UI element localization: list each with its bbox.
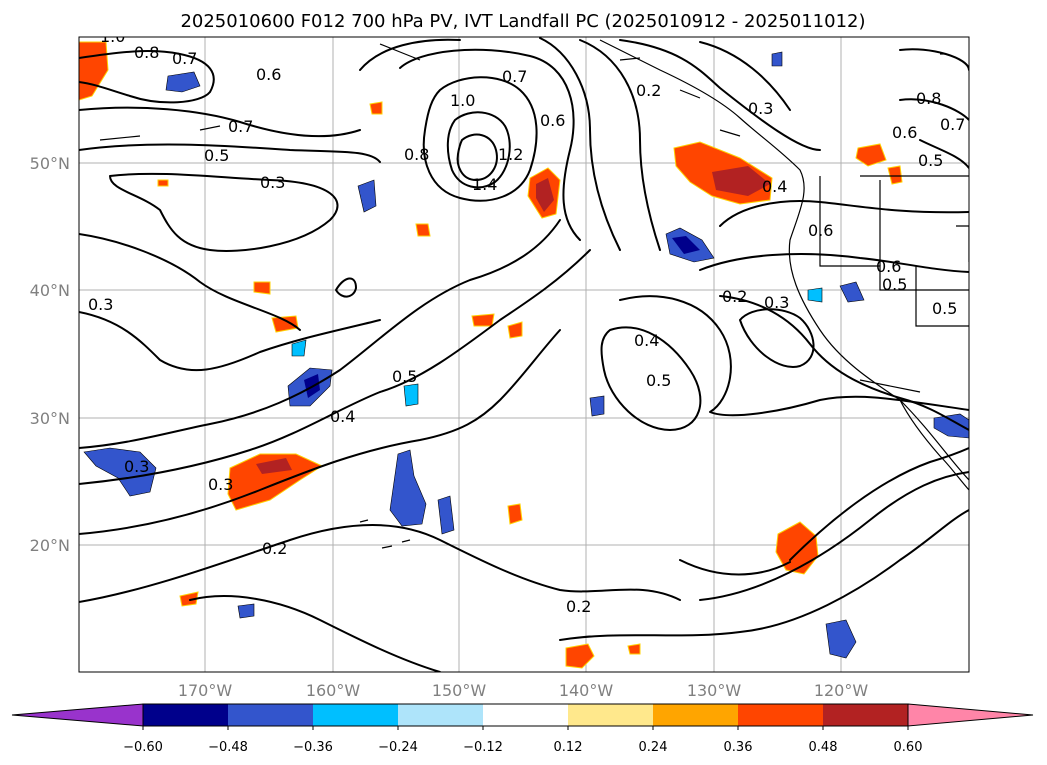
lon-label: 120°W bbox=[814, 681, 869, 700]
lat-label: 40°N bbox=[30, 281, 70, 300]
contour-label: 0.7 bbox=[228, 117, 253, 136]
map-frame bbox=[78, 36, 970, 673]
colorbar-segment bbox=[738, 704, 823, 726]
colorbar-tick-label: −0.60 bbox=[123, 740, 163, 755]
colorbar-tick-label: 0.24 bbox=[639, 740, 668, 755]
longitude-labels: 170°W 160°W 150°W 140°W 130°W 120°W bbox=[178, 681, 869, 700]
lat-label: 50°N bbox=[30, 154, 70, 173]
contour-label: 0.7 bbox=[502, 67, 527, 86]
contour-label: 0.3 bbox=[208, 475, 233, 494]
colorbar-tick-label: −0.24 bbox=[378, 740, 418, 755]
lon-label: 130°W bbox=[687, 681, 742, 700]
contour-label: 0.7 bbox=[172, 49, 197, 68]
colorbar-segment bbox=[483, 704, 568, 726]
colorbar: −0.60 −0.48 −0.36 −0.24 −0.12 0.12 0.24 0.36 0.4… bbox=[11, 703, 1034, 755]
colorbar-extend-high bbox=[907, 703, 1034, 727]
lat-label: 30°N bbox=[30, 409, 70, 428]
lon-label: 160°W bbox=[306, 681, 361, 700]
colorbar-extend-low bbox=[11, 703, 144, 727]
contour-label: 0.4 bbox=[762, 177, 787, 196]
contour-label: 0.6 bbox=[808, 221, 833, 240]
colorbar-tick-label: −0.12 bbox=[463, 740, 503, 755]
lon-label: 170°W bbox=[178, 681, 233, 700]
colorbar-segment bbox=[143, 704, 228, 726]
colorbar-segment bbox=[823, 704, 908, 726]
contour-label: 0.5 bbox=[204, 146, 229, 165]
contour-label: 0.8 bbox=[916, 89, 941, 108]
coastlines bbox=[99, 39, 969, 549]
contour-label: 0.8 bbox=[404, 145, 429, 164]
lon-label: 140°W bbox=[559, 681, 614, 700]
contour-label: 0.6 bbox=[892, 123, 917, 142]
contour-label: 1.0 bbox=[450, 91, 475, 110]
contour-label: 0.2 bbox=[722, 287, 747, 306]
contour-label: 0.4 bbox=[634, 331, 659, 350]
colorbar-segment bbox=[228, 704, 313, 726]
contour-label: 0.8 bbox=[134, 43, 159, 62]
colorbar-tick-label: 0.48 bbox=[809, 740, 838, 755]
positive-pc-shading bbox=[79, 41, 903, 669]
contour-label: 0.5 bbox=[646, 371, 671, 390]
contour-label: 0.3 bbox=[124, 457, 149, 476]
colorbar-tick-label: 0.12 bbox=[554, 740, 583, 755]
contour-label: 0.2 bbox=[566, 597, 591, 616]
map-title: 2025010600 F012 700 hPa PV, IVT Landfall… bbox=[180, 11, 865, 32]
contour-label: 1.0 bbox=[100, 27, 125, 46]
negative-pc-shading bbox=[83, 51, 969, 659]
contour-label: 0.5 bbox=[392, 367, 417, 386]
map-panel: 1.0 0.8 0.7 0.6 0.7 0.5 0.3 1.0 0.8 1.4 … bbox=[78, 27, 970, 673]
contour-label: 1.4 bbox=[472, 175, 497, 194]
contour-label: 0.6 bbox=[540, 111, 565, 130]
contour-label: 1.2 bbox=[498, 145, 523, 164]
contour-label: 0.5 bbox=[918, 151, 943, 170]
pv-contours bbox=[79, 37, 969, 672]
contour-label: 0.5 bbox=[882, 275, 907, 294]
colorbar-tick-label: −0.48 bbox=[208, 740, 248, 755]
contour-label: 0.3 bbox=[88, 295, 113, 314]
colorbar-tick-label: −0.36 bbox=[293, 740, 333, 755]
contour-label: 0.4 bbox=[330, 407, 355, 426]
contour-label: 0.5 bbox=[932, 299, 957, 318]
lon-label: 150°W bbox=[432, 681, 487, 700]
contour-label: 0.6 bbox=[256, 65, 281, 84]
contour-label: 0.2 bbox=[636, 81, 661, 100]
contour-labels: 1.0 0.8 0.7 0.6 0.7 0.5 0.3 1.0 0.8 1.4 … bbox=[88, 27, 965, 616]
colorbar-frame bbox=[142, 703, 909, 727]
contour-label: 0.3 bbox=[260, 173, 285, 192]
map-background bbox=[79, 37, 969, 672]
contour-label: 0.7 bbox=[940, 115, 965, 134]
colorbar-tick-label: 0.60 bbox=[894, 740, 923, 755]
colorbar-segment bbox=[398, 704, 483, 726]
contour-label: 0.3 bbox=[764, 293, 789, 312]
colorbar-segment bbox=[653, 704, 738, 726]
contour-label: 0.6 bbox=[876, 257, 901, 276]
contour-label: 0.2 bbox=[262, 539, 287, 558]
latitude-labels: 50°N 40°N 30°N 20°N bbox=[30, 154, 70, 555]
colorbar-segment bbox=[313, 704, 398, 726]
colorbar-segment bbox=[568, 704, 653, 726]
contour-label: 0.3 bbox=[748, 99, 773, 118]
lat-label: 20°N bbox=[30, 536, 70, 555]
colorbar-tick-label: 0.36 bbox=[724, 740, 753, 755]
